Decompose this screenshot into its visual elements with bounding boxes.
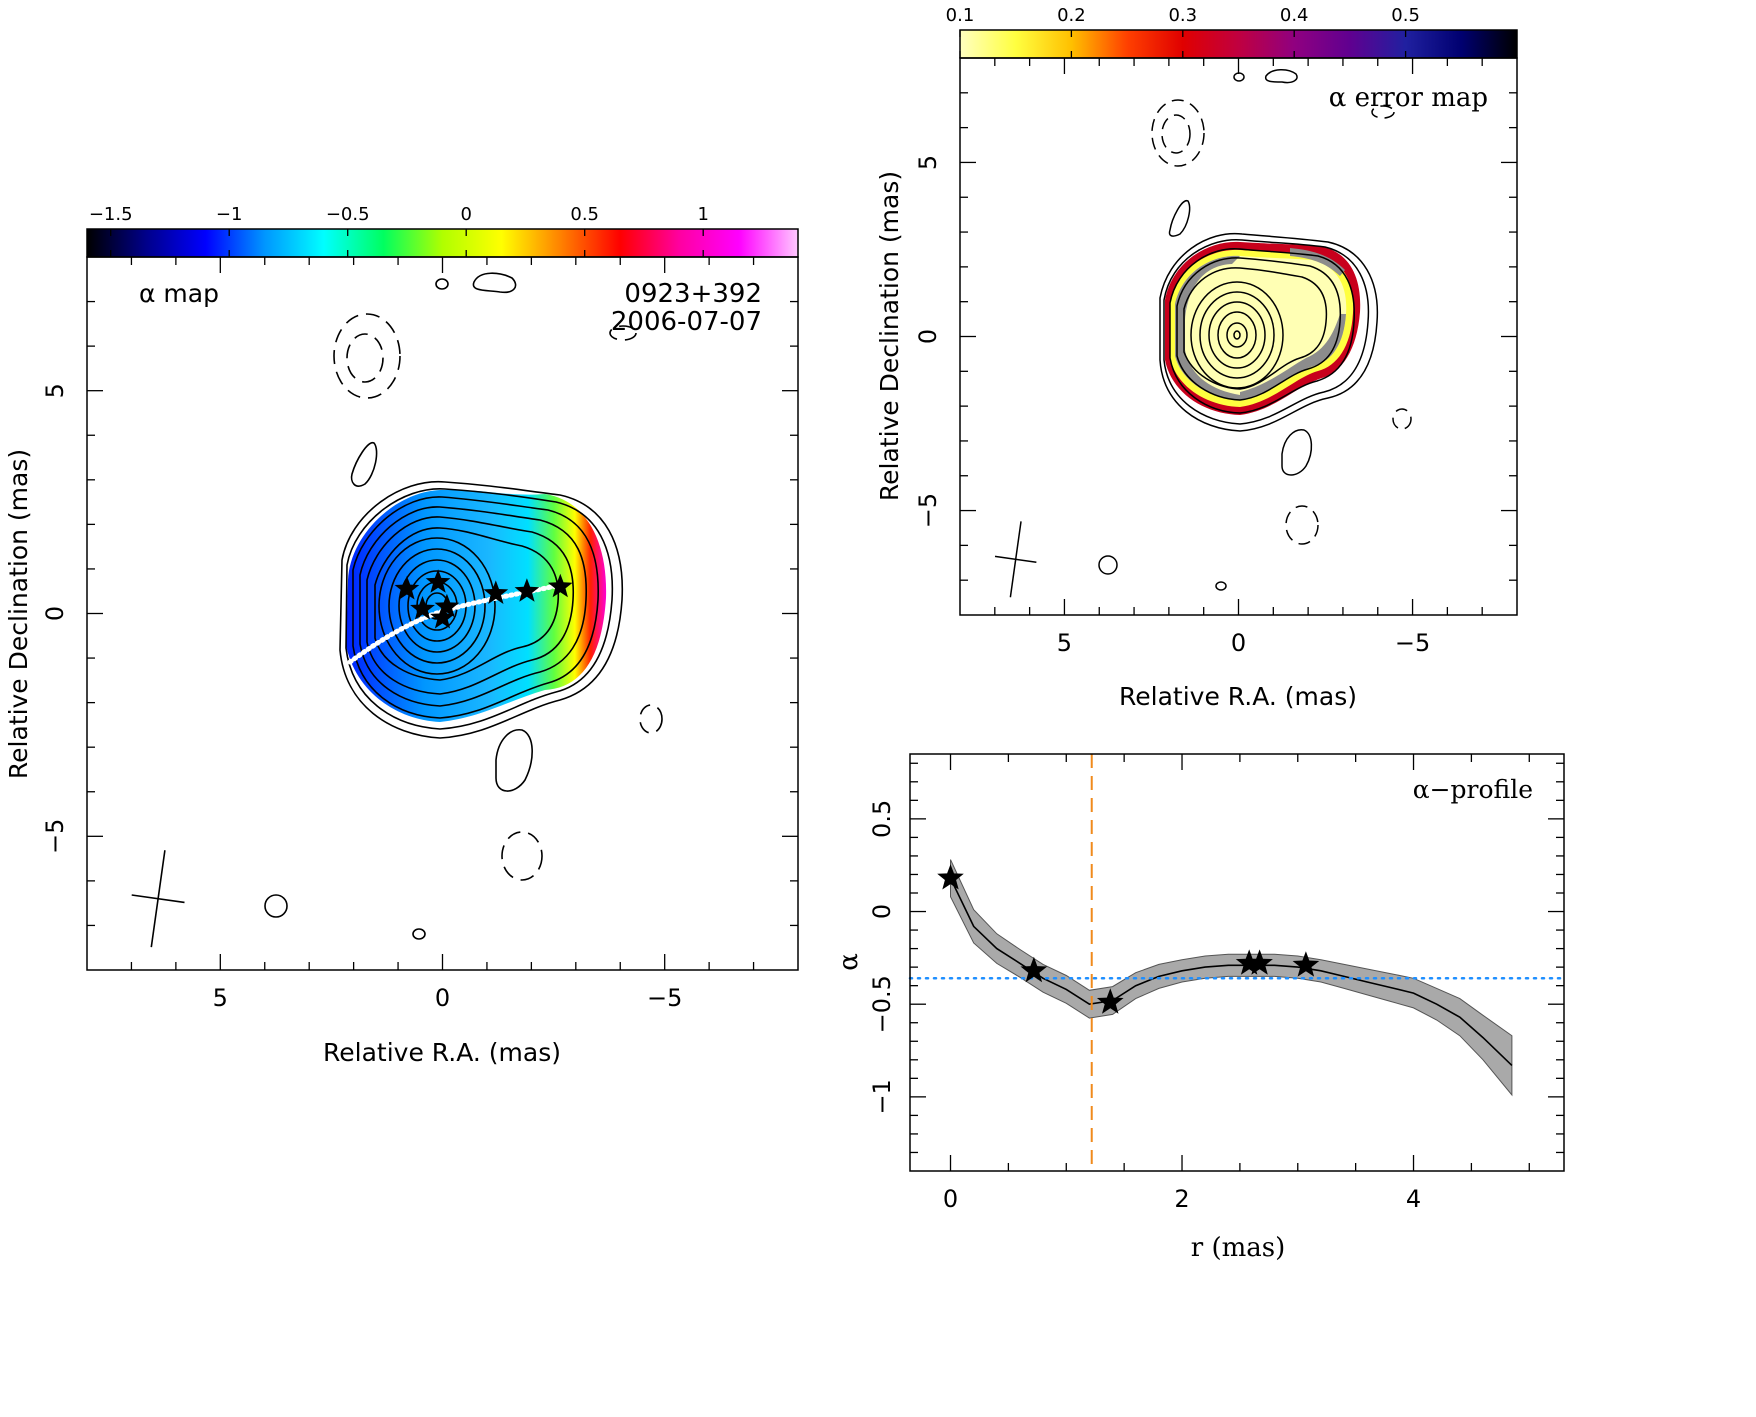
error-colorbar-tick-label: 0.5 — [1391, 5, 1420, 26]
error-map-negative-contours — [1151, 99, 1412, 545]
profile-star — [1235, 949, 1263, 975]
error-colorbar-tick-label: 0.3 — [1168, 5, 1197, 26]
error-map-contours — [1098, 69, 1379, 591]
profile-reference-lines — [908, 754, 1566, 1171]
profile-stars — [937, 864, 1320, 1014]
alpha-map-label: α map — [139, 279, 219, 308]
alpha-colorbar-tick-label: −0.5 — [326, 204, 370, 225]
source-name: 0923+392 — [624, 279, 762, 309]
error-colorbar-tick-label: 0.4 — [1280, 5, 1309, 26]
profile-x-tick-label: 2 — [1174, 1185, 1189, 1213]
alpha-map-x-tick-label: 5 — [213, 984, 228, 1012]
profile-line — [949, 877, 1513, 1066]
profile-y-tick-label: 0.5 — [868, 800, 896, 838]
ridge-star — [514, 578, 540, 602]
error-map-y-label: Relative Declination (mas) — [875, 171, 904, 501]
profile-axis-ticks: 0 2 4 0.5 0 −0.5 −1 — [868, 754, 1564, 1213]
alpha-colorbar-tick-label: 0 — [460, 204, 471, 225]
error-map-axis-ticks: 5 0 −5 5 0 −5 — [914, 58, 1517, 657]
error-map-y-tick-label: 0 — [914, 329, 942, 344]
error-map-x-tick-label: −5 — [1395, 629, 1430, 657]
ridge-star — [410, 596, 435, 620]
alpha-colorbar-tick-label: 0.5 — [570, 204, 599, 225]
error-map-beam — [994, 521, 1037, 598]
ridge-star — [434, 593, 460, 618]
beam-minor-axis — [994, 555, 1037, 563]
profile-panel: 0 2 4 0.5 0 −0.5 −1 α−profile r (mas) α — [834, 753, 1566, 1263]
profile-y-tick-label: −0.5 — [868, 975, 896, 1033]
error-colorbar-tick-label: 0.1 — [946, 5, 975, 26]
profile-x-tick-label: 0 — [943, 1185, 958, 1213]
profile-x-tick-label: 4 — [1406, 1185, 1421, 1213]
alpha-map-x-tick-label: −5 — [647, 984, 682, 1012]
profile-star — [1246, 949, 1273, 975]
profile-star — [1292, 951, 1320, 977]
ridge-star — [425, 569, 451, 593]
error-map-panel: 0.1 0.2 0.3 0.4 0.5 5 0 −5 5 0 −5 — [875, 5, 1518, 711]
error-colorbar-tick-label: 0.2 — [1057, 5, 1086, 26]
alpha-colorbar-tick-label: 1 — [697, 204, 708, 225]
alpha-map-x-tick-label: 0 — [435, 984, 450, 1012]
error-map-y-tick-label: −5 — [914, 493, 942, 528]
alpha-map-axis-ticks: 5 0 −5 5 0 −5 — [41, 257, 798, 1012]
error-map-x-tick-label: 5 — [1057, 629, 1072, 657]
ridge-star — [547, 573, 573, 598]
profile-series-line — [949, 877, 1513, 1066]
alpha-colorbar-tick-label: −1.5 — [89, 204, 133, 225]
error-map-x-label: Relative R.A. (mas) — [1119, 682, 1357, 711]
profile-star — [1020, 956, 1048, 983]
profile-y-tick-label: −1 — [868, 1079, 896, 1114]
alpha-map-color-region — [346, 489, 607, 722]
profile-frame — [909, 753, 1565, 1172]
profile-x-label: r (mas) — [1191, 1233, 1285, 1263]
alpha-map-y-label: Relative Declination (mas) — [4, 449, 33, 779]
profile-y-label: α — [834, 953, 864, 971]
error-map-label: α error map — [1329, 83, 1488, 113]
beam-minor-axis — [131, 894, 185, 904]
alpha-colorbar-ticks: −1.5 −1 −0.5 0 0.5 1 — [89, 204, 709, 257]
alpha-map-x-label: Relative R.A. (mas) — [323, 1038, 561, 1067]
ridge-star — [394, 576, 420, 600]
profile-label: α−profile — [1413, 775, 1533, 804]
alpha-map-y-tick-label: −5 — [41, 819, 69, 854]
profile-star — [1096, 988, 1124, 1014]
alpha-map-contours — [264, 272, 624, 940]
error-map-x-tick-label: 0 — [1231, 629, 1246, 657]
epoch-date: 2006-07-07 — [611, 307, 762, 337]
ridge-star — [430, 605, 455, 629]
alpha-map-y-tick-label: 5 — [41, 383, 69, 398]
profile-star — [937, 864, 964, 890]
alpha-map-y-tick-label: 0 — [41, 606, 69, 621]
ridge-star — [483, 580, 509, 604]
profile-y-tick-label: 0 — [868, 904, 896, 919]
error-map-y-tick-label: 5 — [914, 155, 942, 170]
error-colorbar — [959, 29, 1518, 59]
error-colorbar-ticks: 0.1 0.2 0.3 0.4 0.5 — [946, 5, 1420, 58]
alpha-map-panel: −1.5 −1 −0.5 0 0.5 1 5 0 −5 5 0 −5 — [4, 204, 799, 1067]
alpha-map-beam — [131, 850, 185, 948]
alpha-colorbar — [86, 228, 799, 258]
alpha-map-negative-contours — [333, 313, 663, 881]
alpha-colorbar-tick-label: −1 — [216, 204, 243, 225]
alpha-map-ridge-stars — [394, 569, 573, 629]
